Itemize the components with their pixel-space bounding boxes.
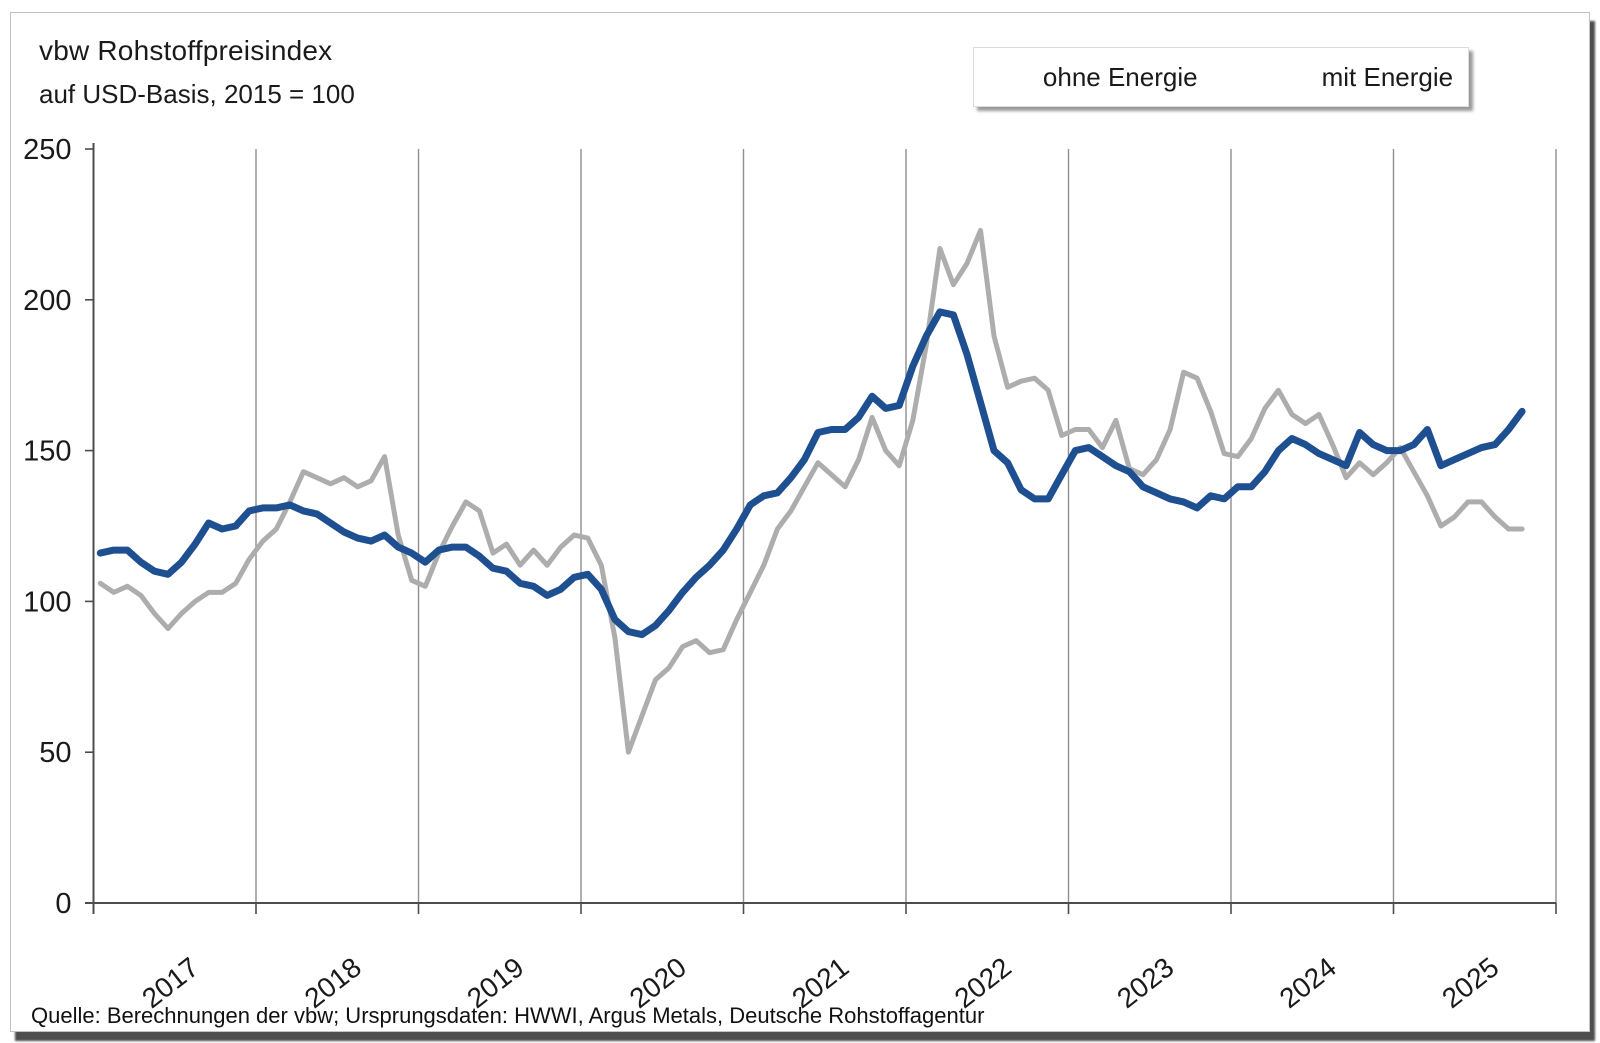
x-year-label: 2023 — [1111, 951, 1179, 1014]
legend-label-mit-energie: mit Energie — [1321, 61, 1454, 92]
x-year-label: 2024 — [1274, 951, 1342, 1014]
series-line-ohne-energie — [96, 308, 1526, 639]
legend: ohne Energie mit Energie — [973, 47, 1469, 107]
legend-label-ohne-energie: ohne Energie — [1042, 61, 1198, 92]
source-note: Quelle: Berechnungen der vbw; Ursprungsd… — [31, 1003, 985, 1028]
x-year-label: 2025 — [1436, 951, 1504, 1014]
chart-title: vbw Rohstoffpreisindex — [39, 35, 333, 66]
legend-item-mit-energie: mit Energie — [1268, 62, 1454, 93]
y-tick-label: 150 — [23, 436, 71, 468]
y-tick-label: 250 — [23, 134, 71, 166]
chart-card: vbw Rohstoffpreisindex auf USD-Basis, 20… — [10, 12, 1590, 1032]
series-line-mit-energie — [97, 227, 1525, 755]
y-tick-label: 200 — [23, 285, 71, 317]
chart-subtitle: auf USD-Basis, 2015 = 100 — [39, 79, 355, 109]
y-tick-label: 100 — [23, 586, 71, 618]
y-tick-label: 50 — [39, 737, 71, 769]
legend-line-swatch-blue-icon — [989, 73, 1041, 81]
legend-item-ohne-energie: ohne Energie — [989, 62, 1198, 93]
legend-line-swatch-gray-icon — [1268, 75, 1320, 80]
y-tick-label: 0 — [55, 888, 71, 920]
